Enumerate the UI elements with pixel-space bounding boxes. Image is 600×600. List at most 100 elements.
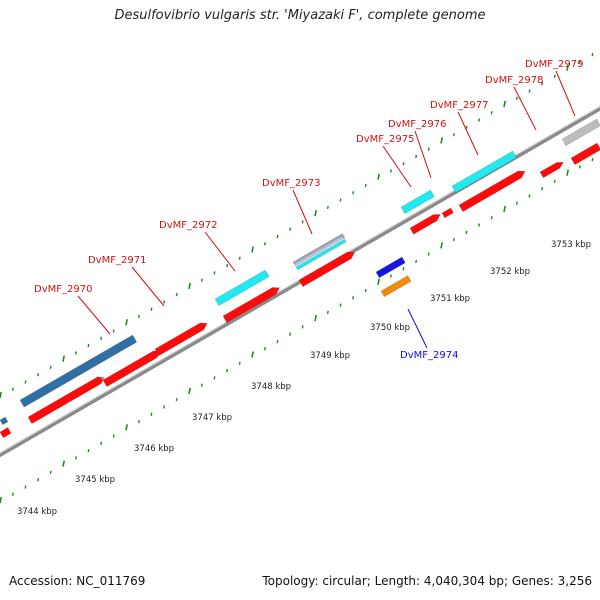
tick-mark [137,314,140,319]
cds-feature[interactable] [220,285,280,324]
tick-mark [553,179,556,184]
tick-mark [200,278,203,282]
tick-mark [490,216,493,220]
tick-mark [427,147,430,151]
tick-mark [326,310,329,314]
tick-mark [326,205,329,209]
tick-mark [251,351,254,358]
cds-feature[interactable] [296,250,356,288]
gene-reverse-blue[interactable] [373,255,406,279]
tick-mark [452,132,455,137]
gene-dvmf-2973-band[interactable] [293,237,347,271]
kbp-label: 3744 kbp [17,507,57,517]
tick-mark [226,263,229,268]
kbp-label: 3751 kbp [430,294,470,304]
leader-line [457,111,479,156]
tick-mark [377,173,380,180]
gene-dvmf-2972[interactable] [212,268,270,307]
tick-mark [553,74,556,79]
cds-feature-small[interactable] [439,206,454,219]
gene-fragment-left[interactable] [0,415,9,426]
tick-mark [226,368,229,373]
tick-mark [578,60,581,64]
gene-label: DvMF_2975 [356,134,414,145]
tick-mark [11,387,14,391]
tick-mark [591,52,594,57]
outer-tick-ring [0,52,594,399]
tick-mark [528,89,531,93]
tick-mark [402,267,405,271]
tick-mark [528,194,531,198]
tick-mark [0,391,2,399]
tick-mark [339,303,342,307]
cds-feature[interactable] [25,375,105,425]
tick-mark [213,271,216,275]
tick-mark [289,227,292,231]
gene-dvmf-2970[interactable] [17,333,138,408]
tick-mark [49,470,52,475]
label-leader-lines [77,70,576,349]
tick-mark [591,157,594,162]
scale-labels: 3744 kbp 3745 kbp 3746 kbp 3747 kbp 3748 kbp… [17,240,591,517]
kbp-label: 3746 kbp [134,444,174,454]
gene-label: DvMF_2972 [159,220,217,231]
gene-label: DvMF_2979 [525,59,583,70]
tick-mark [62,460,65,467]
tick-mark [163,300,166,304]
tick-mark [238,256,241,260]
tick-mark [175,398,178,402]
cds-feature[interactable] [407,212,441,235]
tick-mark [188,282,191,290]
tick-mark [0,496,2,504]
gene-label: DvMF_2973 [262,178,320,189]
accession-text: Accession: NC_011769 [9,574,146,588]
leader-line [204,231,236,272]
tick-mark [515,96,518,100]
tick-mark [314,314,317,322]
tick-mark [503,100,506,108]
cds-feature[interactable] [537,160,564,179]
gene-label: DvMF_2978 [485,75,543,86]
tick-mark [24,380,27,384]
tick-mark [112,329,115,333]
tick-mark [314,209,317,217]
tick-mark [62,355,65,362]
feature-track [0,117,600,439]
cds-fragment-left[interactable] [0,425,12,439]
tick-mark [440,242,443,249]
tick-mark [100,441,103,445]
tick-mark [415,259,418,264]
tick-mark [578,165,581,169]
tick-mark [352,296,355,300]
tick-mark [49,365,52,370]
kbp-label: 3747 kbp [192,413,232,423]
leader-line [555,70,576,117]
cds-feature[interactable] [152,321,208,357]
tick-mark [100,336,103,340]
tick-mark [415,154,418,159]
gene-label: DvMF_2977 [430,100,488,111]
gene-label: DvMF_2974 [400,350,458,361]
tick-mark [112,434,115,438]
tick-mark [276,339,279,344]
gene-dvmf-2974[interactable] [378,273,412,298]
gene-dvmf-2979[interactable] [559,117,600,147]
tick-mark [478,118,481,122]
tick-mark [263,242,266,246]
tick-mark [263,347,266,351]
tick-mark [87,448,90,453]
tick-mark [465,125,468,129]
tick-mark [389,274,392,278]
kbp-label: 3752 kbp [490,267,530,277]
gene-dvmf-2973[interactable] [290,231,346,267]
gene-label: DvMF_2976 [388,119,446,130]
cds-feature[interactable] [568,141,600,166]
tick-mark [163,405,166,409]
tick-mark [503,205,506,213]
kbp-label: 3749 kbp [310,351,350,361]
gene-dvmf-2977[interactable] [449,149,517,194]
cds-feature[interactable] [456,169,526,213]
gene-dvmf-2975[interactable] [398,188,435,215]
tick-mark [150,307,153,311]
